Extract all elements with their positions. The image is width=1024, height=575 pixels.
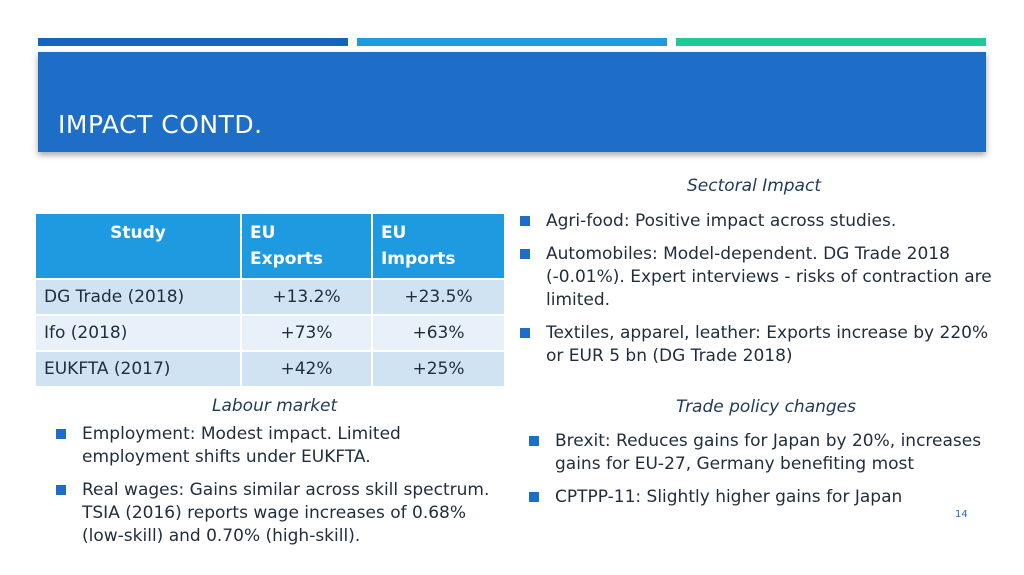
page-number: 14 — [955, 509, 968, 520]
study-table: Study EU Exports EU Imports DG Trade (20… — [36, 214, 507, 386]
top-accent-bar-green — [676, 38, 986, 46]
table-row: Ifo (2018) +73% +63% — [36, 314, 507, 351]
table-row: DG Trade (2018) +13.2% +23.5% — [36, 278, 507, 315]
list-item: Brexit: Reduces gains for Japan by 20%, … — [529, 430, 1004, 476]
top-accent-bar-dark-blue — [38, 38, 348, 46]
square-bullet-icon — [529, 492, 539, 502]
list-item: Agri-food: Positive impact across studie… — [520, 210, 1000, 233]
header-eu-imports: EU Imports — [371, 214, 507, 279]
header-study: Study — [36, 214, 242, 279]
list-item: Textiles, apparel, leather: Exports incr… — [520, 322, 1000, 368]
header-exports-line1: EU — [250, 223, 276, 243]
cell-imports: +63% — [371, 314, 507, 351]
list-item: Automobiles: Model-dependent. DG Trade 2… — [520, 243, 1000, 312]
title-banner: IMPACT CONTD. — [38, 52, 986, 152]
cell-study: EUKFTA (2017) — [36, 350, 242, 386]
square-bullet-icon — [529, 436, 539, 446]
header-study-text: Study — [110, 223, 166, 243]
cell-study: DG Trade (2018) — [36, 278, 242, 315]
list-item: CPTPP-11: Slightly higher gains for Japa… — [529, 486, 1004, 509]
table-row: EUKFTA (2017) +42% +25% — [36, 350, 507, 386]
cell-exports: +42% — [241, 350, 373, 386]
header-imports-line2: Imports — [380, 249, 456, 269]
cell-exports: +13.2% — [241, 278, 373, 315]
labour-market-title: Labour market — [212, 396, 338, 416]
table-header-row: Study EU Exports EU Imports — [36, 214, 507, 279]
slide-title: IMPACT CONTD. — [58, 110, 263, 139]
cell-imports: +23.5% — [371, 278, 507, 315]
list-item: Real wages: Gains similar across skill s… — [56, 479, 501, 548]
list-item: Employment: Modest impact. Limited emplo… — [56, 423, 501, 469]
cell-exports: +73% — [241, 314, 373, 351]
cell-imports: +25% — [371, 350, 507, 386]
square-bullet-icon — [56, 485, 66, 495]
top-accent-bar-light-blue — [357, 38, 667, 46]
sectoral-impact-list: Agri-food: Positive impact across studie… — [520, 210, 1000, 378]
header-exports-line2: Exports — [250, 249, 324, 269]
trade-policy-list: Brexit: Reduces gains for Japan by 20%, … — [529, 430, 1004, 519]
square-bullet-icon — [520, 328, 530, 338]
square-bullet-icon — [520, 216, 530, 226]
header-eu-exports: EU Exports — [241, 214, 373, 279]
cell-study: Ifo (2018) — [36, 314, 242, 351]
header-imports-line1: EU — [380, 223, 407, 243]
square-bullet-icon — [520, 249, 530, 259]
square-bullet-icon — [56, 429, 66, 439]
labour-market-list: Employment: Modest impact. Limited emplo… — [56, 423, 501, 558]
trade-policy-title: Trade policy changes — [676, 397, 856, 417]
sectoral-impact-title: Sectoral Impact — [687, 176, 821, 196]
